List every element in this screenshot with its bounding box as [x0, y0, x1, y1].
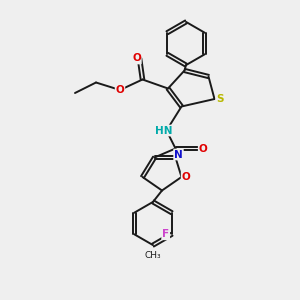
Text: O: O — [182, 172, 190, 182]
Text: HN: HN — [155, 125, 172, 136]
Text: CH₃: CH₃ — [145, 251, 161, 260]
Text: O: O — [116, 85, 124, 95]
Text: S: S — [216, 94, 224, 104]
Text: O: O — [132, 53, 141, 64]
Text: N: N — [174, 149, 183, 160]
Text: F: F — [162, 229, 169, 239]
Text: O: O — [199, 143, 208, 154]
